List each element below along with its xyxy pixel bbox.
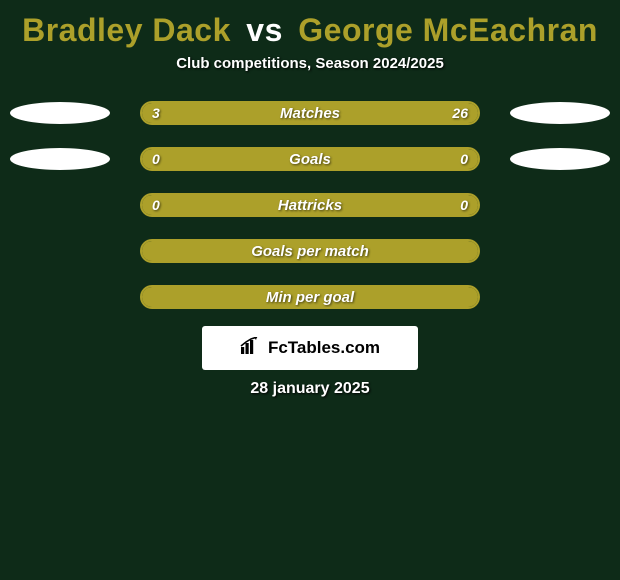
stat-value-left: 0 [152, 195, 160, 215]
stat-value-right: 26 [452, 103, 468, 123]
player1-marker [10, 148, 110, 170]
stat-bar: 326Matches [140, 101, 480, 125]
stat-row: 00Goals [0, 136, 620, 182]
stat-bar-fill-full [142, 287, 478, 307]
stat-bar: 00Hattricks [140, 193, 480, 217]
player2-marker [510, 148, 610, 170]
comparison-card: Bradley Dack vs George McEachran Club co… [0, 0, 620, 398]
stats-rows: 326Matches00Goals00HattricksGoals per ma… [0, 90, 620, 320]
vs-label: vs [240, 12, 289, 48]
date-label: 28 january 2025 [0, 380, 620, 398]
stat-bar: Min per goal [140, 285, 480, 309]
source-badge[interactable]: FcTables.com [202, 326, 418, 370]
stat-value-left: 3 [152, 103, 160, 123]
stat-row: Goals per match [0, 228, 620, 274]
stat-row: 00Hattricks [0, 182, 620, 228]
subtitle: Club competitions, Season 2024/2025 [0, 55, 620, 72]
stat-row: Min per goal [0, 274, 620, 320]
stat-value-right: 0 [460, 149, 468, 169]
stat-bar-fill-full [142, 149, 478, 169]
player2-name: George McEachran [298, 12, 598, 48]
stat-bar: 00Goals [140, 147, 480, 171]
stat-value-left: 0 [152, 149, 160, 169]
player1-name: Bradley Dack [22, 12, 231, 48]
stat-row: 326Matches [0, 90, 620, 136]
stat-bar: Goals per match [140, 239, 480, 263]
page-title: Bradley Dack vs George McEachran [0, 12, 620, 49]
source-badge-text: FcTables.com [268, 338, 380, 358]
stat-bar-fill-full [142, 195, 478, 215]
stat-bar-fill-full [142, 241, 478, 261]
stat-value-right: 0 [460, 195, 468, 215]
stat-bar-fill-right [177, 103, 478, 123]
player1-marker [10, 102, 110, 124]
player2-marker [510, 102, 610, 124]
bar-chart-icon [240, 337, 262, 360]
